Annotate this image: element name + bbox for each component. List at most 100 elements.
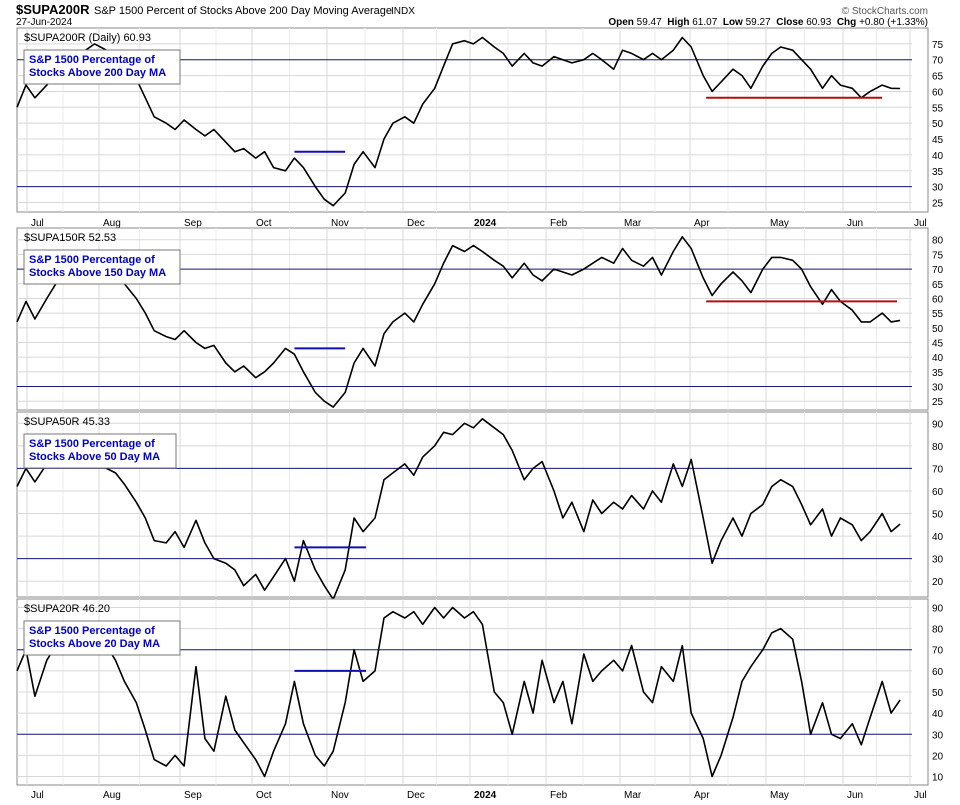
y-tick-label: 70 — [932, 56, 944, 67]
chg-value: +0.80 (+1.33%) — [859, 17, 928, 28]
y-tick-label: 35 — [932, 368, 944, 379]
annotation-box — [23, 249, 181, 285]
annotation-box — [23, 433, 177, 469]
chg-label: Chg — [837, 17, 856, 28]
y-tick-label: 30 — [932, 730, 944, 741]
series-line — [16, 606, 901, 778]
chart-symbol: $SUPA200R — [16, 2, 90, 17]
high-label: High — [667, 17, 689, 28]
y-tick-label: 55 — [932, 103, 944, 114]
y-tick-label: 45 — [932, 135, 944, 146]
x-tick-label: 2024 — [474, 218, 497, 229]
chart-date: 27-Jun-2024 — [16, 17, 73, 28]
x-tick-label: Aug — [103, 218, 121, 229]
annotation-text: Stocks Above 150 Day MA — [29, 267, 166, 279]
y-tick-label: 10 — [932, 773, 944, 784]
y-tick-label: 60 — [932, 487, 944, 498]
x-tick-label: May — [770, 790, 789, 800]
annotation-text: Stocks Above 200 Day MA — [29, 67, 166, 79]
y-tick-label: 90 — [932, 419, 944, 430]
y-tick-label: 30 — [932, 555, 944, 566]
panel-3: 20 30 40 50 60 70 80 90 $SUPA50R 45.33 S&P 1500 P… — [16, 411, 944, 601]
chart-panels: 25 30 35 40 45 50 55 60 65 70 75 $SUPA200R (Daily) … — [16, 27, 944, 801]
open-label: Open — [608, 17, 634, 28]
x-tick-label: Apr — [694, 790, 710, 800]
annotation-box — [23, 620, 181, 656]
y-tick-label: 70 — [932, 646, 944, 657]
x-tick-label: Oct — [256, 218, 272, 229]
x-tick-label: Feb — [550, 218, 568, 229]
series-label: $SUPA200R (Daily) 60.93 — [24, 32, 151, 44]
y-tick-label: 50 — [932, 510, 944, 521]
y-tick-label: 20 — [932, 577, 944, 588]
y-tick-label: 50 — [932, 688, 944, 699]
y-tick-label: 40 — [932, 709, 944, 720]
y-tick-label: 30 — [932, 383, 944, 394]
x-tick-label: Jun — [847, 218, 863, 229]
x-tick-label: Dec — [407, 790, 425, 800]
x-tick-label: Nov — [331, 790, 349, 800]
watermark: © StockCharts.com — [842, 6, 928, 17]
close-value: 60.93 — [806, 17, 831, 28]
y-tick-label: 75 — [932, 250, 944, 261]
x-tick-label: Sep — [184, 790, 202, 800]
x-tick-label: Jul — [914, 218, 927, 229]
y-tick-label: 60 — [932, 294, 944, 305]
x-tick-label: May — [770, 218, 789, 229]
x-tick-label: 2024 — [474, 790, 497, 800]
ohlc-readout: Open 59.47 High 61.07 Low 59.27 Close 60… — [608, 17, 928, 28]
x-tick-label: Jul — [914, 790, 927, 800]
low-value: 59.27 — [746, 17, 771, 28]
y-tick-label: 75 — [932, 40, 944, 51]
series-label: $SUPA150R 52.53 — [24, 232, 116, 244]
series-label: $SUPA50R 45.33 — [24, 416, 110, 428]
y-tick-label: 45 — [932, 338, 944, 349]
y-tick-label: 80 — [932, 442, 944, 453]
x-tick-label: Nov — [331, 218, 349, 229]
panel-4: 10 20 30 40 50 60 70 80 90 $SUPA20R 46.20 S&P 1500… — [16, 598, 944, 801]
x-tick-label: Oct — [256, 790, 272, 800]
annotation-text: Stocks Above 20 Day MA — [29, 638, 160, 650]
y-tick-label: 65 — [932, 72, 944, 83]
high-value: 61.07 — [692, 17, 717, 28]
y-tick-label: 65 — [932, 280, 944, 291]
y-tick-label: 50 — [932, 119, 944, 130]
y-tick-label: 55 — [932, 309, 944, 320]
annotation-text: S&P 1500 Percentage of — [29, 54, 155, 66]
series-line — [16, 418, 901, 601]
series-line — [16, 236, 901, 408]
y-tick-label: 50 — [932, 324, 944, 335]
annotation-text: S&P 1500 Percentage of — [29, 625, 155, 637]
y-tick-label: 35 — [932, 167, 944, 178]
panel-2: 25 30 35 40 45 50 55 60 65 70 75 80 $SUPA150R 52.53 S… — [16, 227, 944, 411]
annotation-text: S&P 1500 Percentage of — [29, 254, 155, 266]
x-tick-label: Mar — [624, 218, 642, 229]
y-tick-label: 60 — [932, 87, 944, 98]
x-tick-label: Jul — [31, 790, 44, 800]
chart-exchange: INDX — [391, 6, 415, 17]
close-label: Close — [776, 17, 804, 28]
x-tick-label: Jun — [847, 790, 863, 800]
open-value: 59.47 — [637, 17, 662, 28]
y-tick-label: 70 — [932, 265, 944, 276]
x-tick-label: Sep — [184, 218, 202, 229]
x-tick-label: Feb — [550, 790, 568, 800]
annotation-text: Stocks Above 50 Day MA — [29, 451, 160, 463]
annotation-box — [23, 49, 181, 85]
y-tick-label: 30 — [932, 183, 944, 194]
y-tick-label: 40 — [932, 353, 944, 364]
y-tick-label: 25 — [932, 397, 944, 408]
y-tick-label: 25 — [932, 198, 944, 209]
panel-1: 25 30 35 40 45 50 55 60 65 70 75 $SUPA200R (Daily) … — [16, 27, 944, 229]
y-tick-label: 70 — [932, 464, 944, 475]
x-tick-label: Mar — [624, 790, 642, 800]
y-tick-label: 80 — [932, 625, 944, 636]
y-tick-label: 40 — [932, 532, 944, 543]
low-label: Low — [723, 17, 743, 28]
x-tick-label: Jul — [31, 218, 44, 229]
series-label: $SUPA20R 46.20 — [24, 603, 110, 615]
x-tick-label: Apr — [694, 218, 710, 229]
x-tick-label: Dec — [407, 218, 425, 229]
